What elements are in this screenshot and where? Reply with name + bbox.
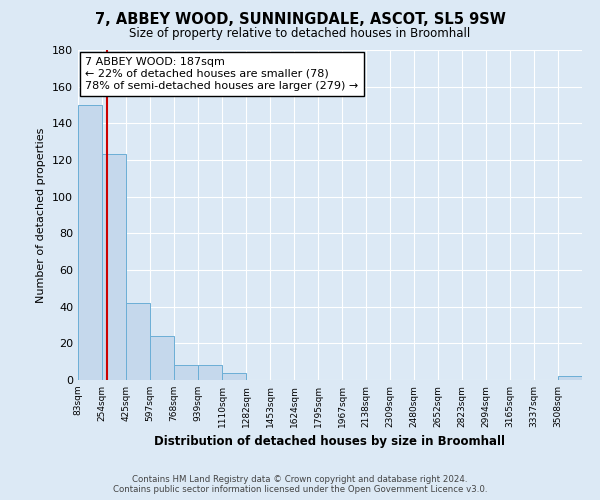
Text: 7 ABBEY WOOD: 187sqm
← 22% of detached houses are smaller (78)
78% of semi-detac: 7 ABBEY WOOD: 187sqm ← 22% of detached h… [85, 58, 358, 90]
Bar [222, 372, 246, 380]
Text: Contains HM Land Registry data © Crown copyright and database right 2024.
Contai: Contains HM Land Registry data © Crown c… [113, 474, 487, 494]
Bar [126, 303, 150, 380]
Y-axis label: Number of detached properties: Number of detached properties [37, 128, 46, 302]
Bar [102, 154, 126, 380]
Text: 7, ABBEY WOOD, SUNNINGDALE, ASCOT, SL5 9SW: 7, ABBEY WOOD, SUNNINGDALE, ASCOT, SL5 9… [95, 12, 505, 28]
Text: Size of property relative to detached houses in Broomhall: Size of property relative to detached ho… [130, 28, 470, 40]
X-axis label: Distribution of detached houses by size in Broomhall: Distribution of detached houses by size … [155, 436, 505, 448]
Bar [198, 366, 222, 380]
Bar [174, 366, 198, 380]
Bar [150, 336, 174, 380]
Bar [558, 376, 582, 380]
Bar [78, 105, 102, 380]
